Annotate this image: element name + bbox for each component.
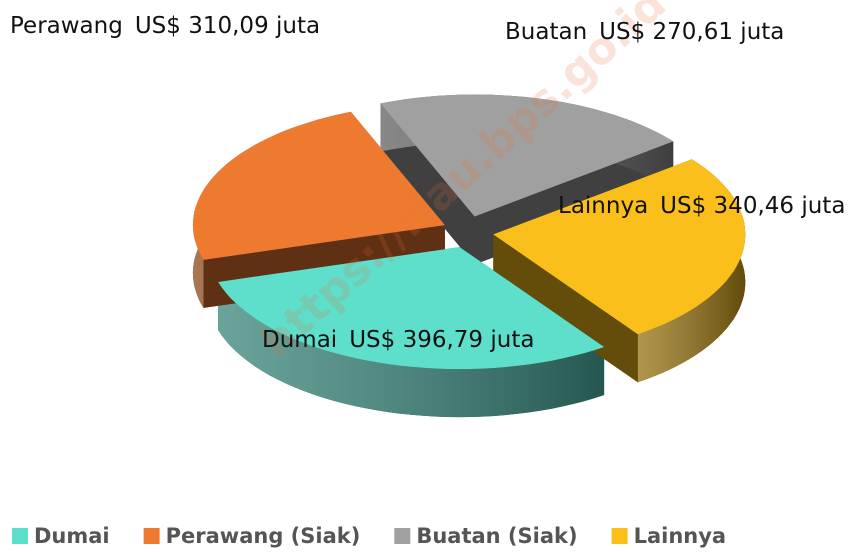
legend-label: Perawang (Siak) (166, 524, 361, 548)
slice-label: Perawang US$ 310,09 juta (10, 13, 320, 39)
pie-tops (192, 94, 746, 370)
pie-slice (493, 159, 746, 335)
slice-label: Lainnya US$ 340,46 juta (558, 193, 845, 219)
slice-name: Lainnya (558, 193, 648, 219)
value-label: US$ 270,61 juta (599, 19, 784, 45)
slice-name: Dumai (262, 327, 337, 353)
value-label: US$ 310,09 juta (135, 13, 320, 39)
value-label: US$ 396,79 juta (349, 327, 534, 353)
pie-slice (380, 94, 674, 217)
legend-swatch (394, 528, 411, 544)
slice-wall-shade (218, 282, 605, 418)
legend-label: Buatan (Siak) (416, 524, 577, 548)
legend-swatch (143, 528, 160, 544)
slice-name: Perawang (10, 13, 123, 39)
slice-label: Dumai US$ 396,79 juta (262, 327, 534, 353)
legend: Dumai Perawang (Siak) Buatan (Siak) Lainnya (12, 524, 726, 548)
slice-labels: Dumai US$ 396,79 juta Perawang US$ 310,09 j… (10, 13, 845, 353)
value-label: US$ 340,46 juta (660, 193, 845, 219)
slice-name: Buatan (505, 19, 587, 45)
legend-label: Lainnya (634, 524, 727, 548)
slice-label: Buatan US$ 270,61 juta (505, 19, 784, 45)
pie-slice (192, 111, 445, 260)
pie-slice (218, 247, 605, 370)
legend-swatch (12, 528, 28, 544)
legend-swatch (611, 528, 628, 544)
legend-label: Dumai (34, 524, 110, 548)
slice-side (493, 234, 638, 383)
